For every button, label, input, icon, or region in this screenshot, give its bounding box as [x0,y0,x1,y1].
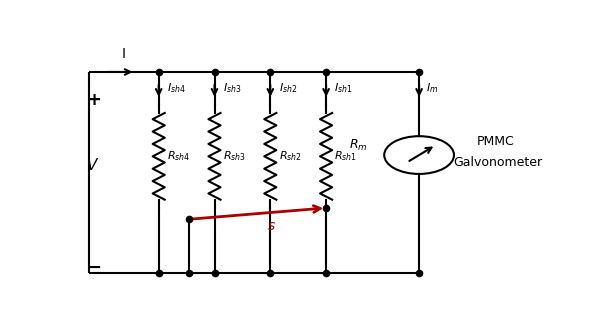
Text: $R_{sh2}$: $R_{sh2}$ [278,149,302,163]
Text: $I_m$: $I_m$ [426,81,439,95]
Text: $I_{sh2}$: $I_{sh2}$ [278,81,297,95]
Text: −: − [86,259,102,277]
Text: V: V [86,158,97,173]
Text: PMMC: PMMC [477,135,515,148]
Text: $R_{sh4}$: $R_{sh4}$ [167,149,190,163]
Text: $I_{sh1}$: $I_{sh1}$ [334,81,353,95]
Text: $I_{sh3}$: $I_{sh3}$ [223,81,241,95]
Text: Galvonometer: Galvonometer [454,156,543,169]
Text: +: + [86,91,101,109]
Text: $I_{sh4}$: $I_{sh4}$ [167,81,186,95]
Text: I: I [122,47,126,60]
Text: s: s [268,219,275,233]
Text: $R_{sh1}$: $R_{sh1}$ [334,149,358,163]
Text: $R_{sh3}$: $R_{sh3}$ [223,149,246,163]
Text: $R_m$: $R_m$ [349,137,368,152]
